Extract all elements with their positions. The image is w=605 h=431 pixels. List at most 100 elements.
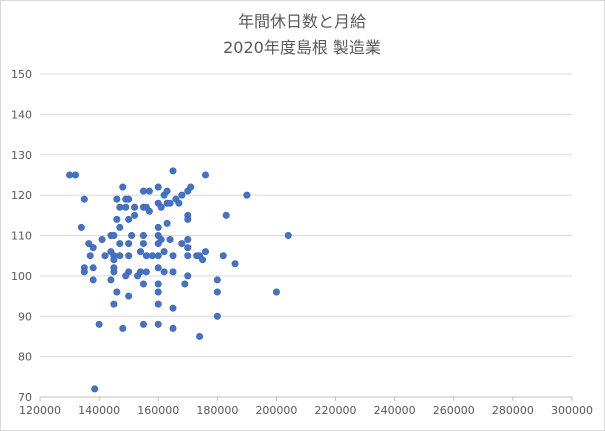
- data-point: [181, 280, 189, 288]
- data-point: [119, 183, 127, 191]
- data-point: [160, 268, 168, 276]
- x-tick-label: 240000: [374, 404, 416, 417]
- data-point: [184, 236, 192, 244]
- data-point: [175, 199, 183, 207]
- chart-title-line2: 2020年度島根 製造業: [223, 38, 381, 57]
- data-point: [157, 236, 165, 244]
- data-point: [116, 240, 124, 248]
- y-tick-label: 70: [18, 391, 32, 404]
- data-point: [178, 191, 186, 199]
- x-tick-label: 300000: [551, 404, 593, 417]
- y-axis-ticks: 70 80 90 100 110 120 130 140 150: [11, 68, 32, 404]
- data-point: [85, 240, 93, 248]
- data-point: [169, 167, 177, 175]
- data-point: [131, 203, 139, 211]
- data-point: [101, 252, 109, 260]
- data-point: [110, 232, 118, 240]
- data-point: [142, 252, 150, 260]
- data-point: [139, 232, 147, 240]
- data-point: [136, 248, 144, 256]
- data-point: [136, 268, 144, 276]
- data-point: [71, 171, 79, 179]
- gridlines: [40, 73, 572, 358]
- data-point: [139, 240, 147, 248]
- data-point: [163, 187, 171, 195]
- data-point: [91, 385, 99, 393]
- data-point: [131, 211, 139, 219]
- data-point: [169, 268, 177, 276]
- data-point: [125, 292, 133, 300]
- data-point: [125, 195, 133, 203]
- data-point: [113, 215, 121, 223]
- data-point: [122, 203, 130, 211]
- data-point: [107, 276, 115, 284]
- data-point: [145, 187, 153, 195]
- data-points: [66, 167, 292, 393]
- x-tick-label: 180000: [196, 404, 238, 417]
- data-point: [184, 215, 192, 223]
- x-tick-label: 220000: [315, 404, 357, 417]
- data-point: [89, 244, 97, 252]
- data-point: [160, 248, 168, 256]
- data-point: [98, 236, 106, 244]
- data-point: [80, 195, 88, 203]
- data-point: [89, 264, 97, 272]
- data-point: [125, 215, 133, 223]
- data-point: [163, 219, 171, 227]
- data-point: [113, 288, 121, 296]
- x-tick-label: 280000: [492, 404, 534, 417]
- data-point: [154, 223, 162, 231]
- x-axis-ticks: 120000 140000 160000 180000 200000 220000 2400…: [19, 404, 593, 417]
- data-point: [80, 268, 88, 276]
- data-point: [169, 304, 177, 312]
- data-point: [169, 324, 177, 332]
- data-point: [213, 312, 221, 320]
- data-point: [154, 252, 162, 260]
- data-point: [157, 203, 165, 211]
- data-point: [219, 252, 227, 260]
- data-point: [128, 232, 136, 240]
- data-point: [142, 268, 150, 276]
- x-tick-label: 140000: [78, 404, 120, 417]
- x-tick-label: 120000: [19, 404, 61, 417]
- data-point: [231, 260, 239, 268]
- data-point: [125, 240, 133, 248]
- data-point: [166, 199, 174, 207]
- data-point: [184, 272, 192, 280]
- chart-title-line1: 年間休日数と月給: [238, 12, 366, 31]
- data-point: [196, 332, 204, 340]
- data-point: [116, 203, 124, 211]
- data-point: [154, 300, 162, 308]
- data-point: [154, 288, 162, 296]
- x-tick-label: 160000: [137, 404, 179, 417]
- data-point: [154, 183, 162, 191]
- data-point: [213, 288, 221, 296]
- data-point: [116, 252, 124, 260]
- data-point: [272, 288, 280, 296]
- data-point: [187, 183, 195, 191]
- data-point: [154, 264, 162, 272]
- data-point: [77, 223, 85, 231]
- data-point: [110, 268, 118, 276]
- data-point: [154, 320, 162, 328]
- data-point: [110, 300, 118, 308]
- data-point: [113, 195, 121, 203]
- data-point: [139, 187, 147, 195]
- y-tick-label: 150: [11, 68, 32, 81]
- data-point: [119, 324, 127, 332]
- data-point: [116, 223, 124, 231]
- x-tick-label: 200000: [255, 404, 297, 417]
- axes: [39, 396, 573, 401]
- data-point: [199, 256, 207, 264]
- data-point: [166, 236, 174, 244]
- y-tick-label: 90: [18, 310, 32, 323]
- y-tick-label: 110: [11, 230, 32, 243]
- data-point: [169, 252, 177, 260]
- data-point: [66, 171, 74, 179]
- y-tick-label: 120: [11, 189, 32, 202]
- y-tick-label: 130: [11, 149, 32, 162]
- data-point: [145, 207, 153, 215]
- data-point: [243, 191, 251, 199]
